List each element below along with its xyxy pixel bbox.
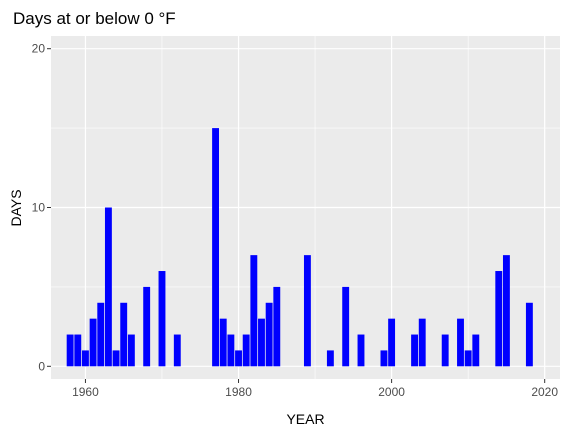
x-tick-label: 2000 (378, 385, 405, 399)
bar (235, 350, 242, 367)
axis-ticks (47, 48, 546, 383)
bar (242, 334, 250, 367)
bar (273, 286, 281, 367)
bar (81, 350, 89, 367)
bar (326, 350, 334, 367)
bar (74, 334, 82, 367)
bar (104, 207, 112, 367)
bar (502, 255, 510, 367)
y-axis-title: DAYS (8, 189, 24, 226)
bar (173, 334, 181, 367)
bars (66, 128, 533, 367)
x-tick-label: 1960 (72, 385, 99, 399)
bar (411, 334, 419, 367)
bar (66, 334, 74, 367)
bar (258, 318, 265, 367)
x-tick-labels: 1960 1980 2000 2020 (72, 385, 558, 399)
y-tick-label: 10 (32, 201, 46, 215)
x-tick-label: 1980 (225, 385, 252, 399)
x-tick-label: 2020 (531, 385, 558, 399)
bar (97, 302, 105, 367)
bar (127, 334, 135, 367)
bar (472, 334, 480, 367)
bar (464, 350, 472, 367)
y-tick-label: 20 (32, 42, 46, 56)
bar (303, 255, 311, 367)
bar (457, 318, 464, 367)
y-tick-labels: 0 10 20 (32, 42, 46, 374)
bar (158, 271, 166, 367)
bar (219, 318, 227, 367)
bar (89, 318, 97, 367)
bar (388, 318, 396, 367)
bar (265, 302, 273, 367)
bar (342, 286, 350, 367)
bar (357, 334, 365, 367)
bar (212, 128, 220, 367)
y-tick-label: 0 (38, 359, 45, 373)
bar (143, 286, 151, 367)
bar (227, 334, 235, 367)
x-axis-title: YEAR (286, 411, 324, 427)
bar (525, 302, 533, 367)
bar (380, 350, 388, 367)
bar (418, 318, 426, 367)
chart-title: Days at or below 0 °F (13, 9, 176, 28)
bar (441, 334, 449, 367)
bar (495, 271, 503, 367)
bar (112, 350, 120, 367)
bar (250, 255, 258, 367)
bar (120, 302, 128, 367)
